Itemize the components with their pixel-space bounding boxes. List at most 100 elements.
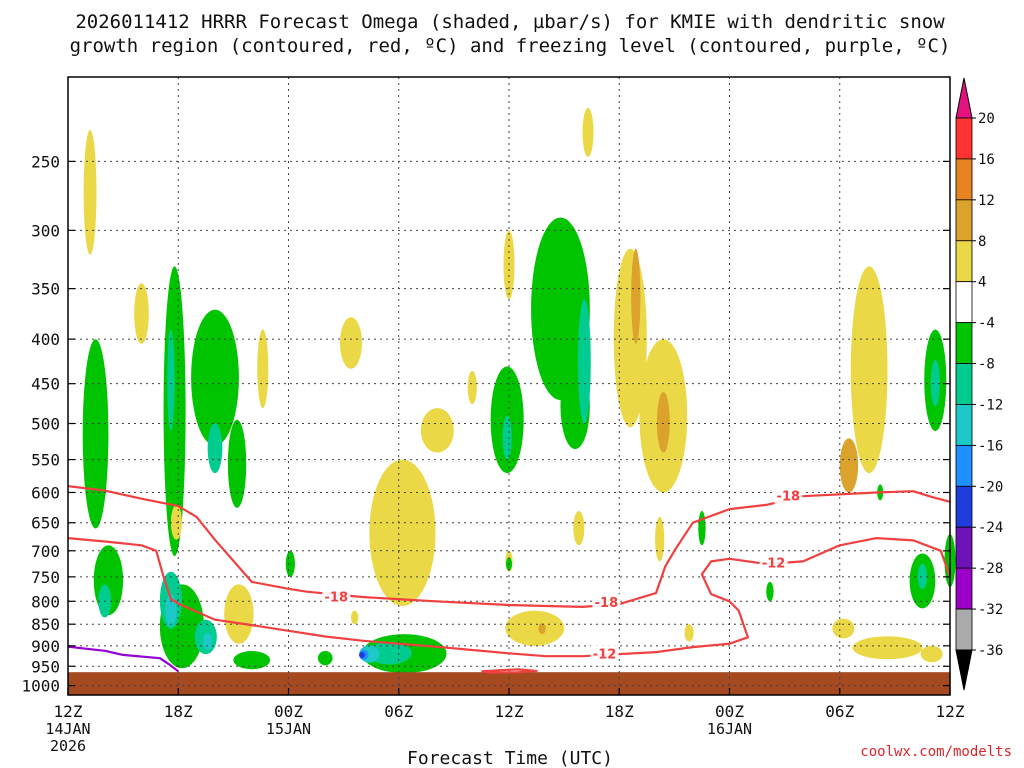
colorbar-swatch-6 bbox=[955, 363, 973, 405]
colorbar-label-12: -32 bbox=[978, 602, 1003, 618]
colorbar-label-11: -28 bbox=[978, 561, 1003, 577]
chart-title-line-2: growth region (contoured, red, ºC) and f… bbox=[70, 35, 951, 57]
x-tick-label-6-0: 18Z bbox=[164, 702, 193, 721]
x-tick-label-0-2: 2026 bbox=[50, 737, 86, 755]
omega-region-36 bbox=[577, 299, 591, 424]
omega-region-6 bbox=[167, 329, 175, 432]
omega-shading bbox=[82, 107, 956, 674]
omega-region-54 bbox=[852, 636, 923, 660]
omega-region-22 bbox=[350, 610, 359, 625]
x-axis-title: Forecast Time (UTC) bbox=[407, 748, 613, 768]
contour-label-1: -18 bbox=[595, 596, 619, 611]
omega-region-17 bbox=[224, 584, 254, 644]
contour-line-3 bbox=[67, 645, 179, 673]
x-tick-label-18-0: 06Z bbox=[384, 702, 413, 721]
colorbar-label-2: 12 bbox=[978, 193, 995, 209]
y-tick-label-400: 400 bbox=[31, 330, 60, 349]
x-tick-label-36-1: 16JAN bbox=[707, 720, 752, 738]
x-tick-label-24-0: 12Z bbox=[495, 702, 524, 721]
colorbar-swatch-7 bbox=[955, 404, 973, 446]
colorbar-swatch-8 bbox=[955, 444, 973, 487]
omega-region-37 bbox=[582, 107, 594, 157]
colorbar-label-3: 8 bbox=[978, 234, 986, 250]
y-tick-label-800: 800 bbox=[31, 592, 60, 611]
omega-region-16 bbox=[203, 632, 213, 650]
omega-region-8 bbox=[191, 309, 239, 446]
x-tick-label-36-0: 00Z bbox=[715, 702, 744, 721]
contour-label-bg-4 bbox=[759, 554, 788, 571]
omega-region-56 bbox=[920, 645, 943, 663]
omega-region-42 bbox=[573, 510, 585, 546]
omega-region-40 bbox=[505, 610, 565, 646]
chart-title-line-1: 2026011412 HRRR Forecast Omega (shaded, … bbox=[75, 11, 945, 33]
omega-region-11 bbox=[257, 329, 269, 409]
colorbar-label-10: -24 bbox=[978, 520, 1003, 536]
plot-area: -18 -18 -18 -12 -12 bbox=[67, 76, 956, 696]
colorbar-swatch-9 bbox=[955, 485, 973, 528]
x-tick-label-0-1: 14JAN bbox=[45, 720, 90, 738]
contour-label-bg-0 bbox=[322, 588, 351, 605]
colorbar-swatch-5 bbox=[955, 322, 973, 364]
omega-region-24 bbox=[367, 641, 412, 665]
colorbar-swatch-4 bbox=[955, 281, 973, 324]
y-tick-label-600: 600 bbox=[31, 483, 60, 502]
y-tick-label-450: 450 bbox=[31, 375, 60, 394]
y-tick-label-500: 500 bbox=[31, 415, 60, 434]
omega-region-50 bbox=[850, 266, 888, 474]
omega-region-55 bbox=[832, 618, 855, 639]
omega-region-41 bbox=[538, 623, 546, 635]
omega-region-32 bbox=[502, 415, 512, 460]
omega-region-28 bbox=[317, 651, 333, 666]
omega-region-20 bbox=[339, 317, 362, 369]
colorbar-label-5: -4 bbox=[978, 316, 995, 332]
y-tick-label-950: 950 bbox=[31, 657, 60, 676]
y-tick-label-350: 350 bbox=[31, 280, 60, 299]
y-tick-label-750: 750 bbox=[31, 568, 60, 587]
omega-region-51 bbox=[839, 438, 859, 493]
omega-region-9 bbox=[207, 423, 223, 474]
gridlines bbox=[68, 77, 950, 695]
colorbar-swatch-10 bbox=[955, 526, 973, 569]
omega-region-60 bbox=[917, 564, 928, 590]
colorbar-label-13: -36 bbox=[978, 643, 1003, 659]
omega-region-58 bbox=[930, 359, 940, 407]
y-tick-label-700: 700 bbox=[31, 542, 60, 561]
contour-label-3: -12 bbox=[593, 647, 617, 662]
contour-label-bg-1 bbox=[592, 594, 621, 611]
contour-label-4: -12 bbox=[762, 556, 786, 571]
colorbar-swatch-11 bbox=[955, 567, 973, 610]
y-tick-label-250: 250 bbox=[31, 152, 60, 171]
omega-region-10 bbox=[227, 419, 247, 508]
omega-region-34 bbox=[531, 217, 590, 401]
y-tick-label-900: 900 bbox=[31, 637, 60, 656]
colorbar-label-0: 20 bbox=[978, 111, 995, 127]
y-tick-label-650: 650 bbox=[31, 514, 60, 533]
colorbar-top-arrow bbox=[955, 77, 973, 119]
omega-region-27 bbox=[359, 651, 365, 658]
omega-region-53 bbox=[766, 581, 774, 602]
y-axis: 250 300 350 400 450 500 550 600 650 700 750 800 850 9… bbox=[21, 152, 950, 696]
y-tick-label-300: 300 bbox=[31, 221, 60, 240]
credit-text: coolwx.com/modelts bbox=[860, 744, 1012, 760]
y-tick-label-850: 850 bbox=[31, 615, 60, 634]
omega-region-48 bbox=[698, 510, 706, 546]
contour-label-bg-2 bbox=[774, 487, 803, 504]
colorbar-swatch-2 bbox=[955, 199, 973, 242]
omega-region-14 bbox=[165, 594, 177, 627]
omega-region-0 bbox=[83, 129, 97, 255]
contour-label-0: -18 bbox=[325, 591, 349, 606]
colorbar-label-8: -16 bbox=[978, 438, 1003, 454]
omega-region-18 bbox=[233, 651, 271, 670]
x-tick-label-12-1: 15JAN bbox=[266, 720, 311, 738]
omega-region-30 bbox=[467, 370, 477, 405]
contour-lines: -18 -18 -18 -12 -12 bbox=[67, 485, 952, 674]
contour-line-2 bbox=[481, 668, 538, 674]
omega-region-1 bbox=[82, 339, 109, 529]
x-tick-label-42-0: 06Z bbox=[825, 702, 854, 721]
colorbar-label-7: -12 bbox=[978, 397, 1003, 413]
x-tick-label-12-0: 00Z bbox=[274, 702, 303, 721]
omega-region-44 bbox=[631, 248, 641, 344]
omega-region-46 bbox=[656, 391, 670, 453]
colorbar-bottom-arrow bbox=[955, 649, 973, 691]
